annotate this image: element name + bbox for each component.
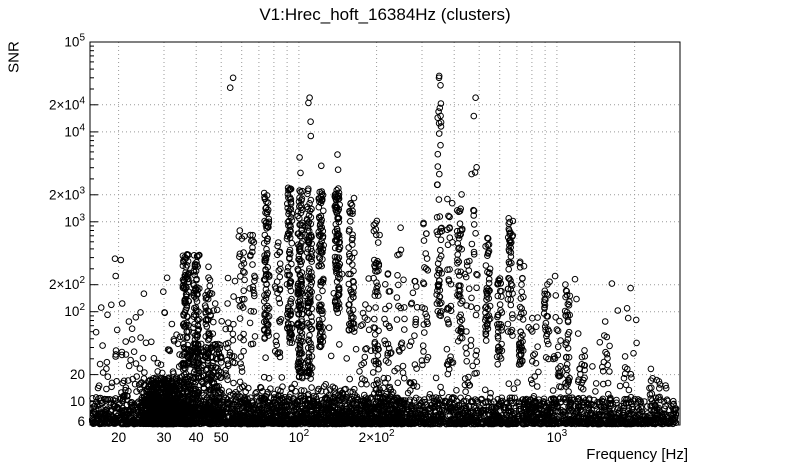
axis-ticks — [90, 45, 636, 425]
y-axis-label: SNR — [5, 41, 23, 73]
chart-title: V1:Hrec_hoft_16384Hz (clusters) — [259, 5, 511, 24]
data-points — [88, 72, 680, 428]
tick-labels: 20 30 40 50 102 2×102 103610201022×1021032×103… — [49, 33, 568, 446]
grid-lines — [90, 42, 680, 425]
plot-frame — [89, 41, 681, 426]
x-axis-label: Frequency [Hz] — [586, 446, 688, 463]
